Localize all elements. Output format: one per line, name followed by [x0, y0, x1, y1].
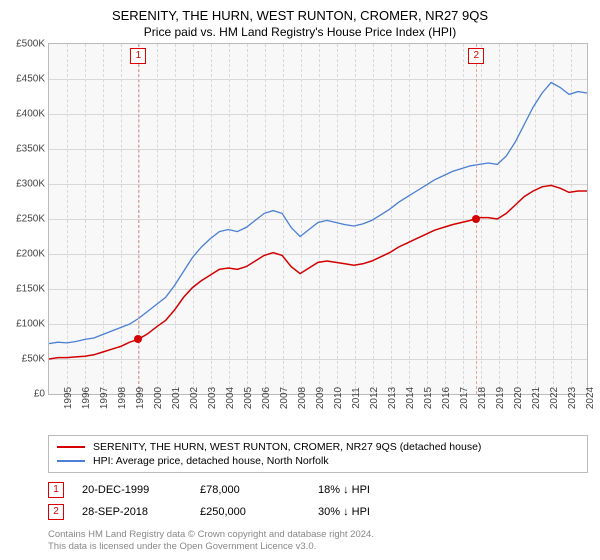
- sale-date: 20-DEC-1999: [82, 484, 182, 496]
- legend-row: SERENITY, THE HURN, WEST RUNTON, CROMER,…: [57, 440, 579, 454]
- footer-line-2: This data is licensed under the Open Gov…: [48, 541, 588, 553]
- y-axis-label: £50K: [22, 354, 45, 365]
- legend-row: HPI: Average price, detached house, Nort…: [57, 454, 579, 468]
- sale-price: £250,000: [200, 506, 300, 518]
- y-axis-label: £0: [34, 389, 45, 400]
- sale-dot: [472, 215, 480, 223]
- sale-price: £78,000: [200, 484, 300, 496]
- legend-swatch: [57, 446, 85, 448]
- sale-hpi-diff: 18% ↓ HPI: [318, 484, 418, 496]
- sale-row: 2 28-SEP-2018 £250,000 30% ↓ HPI: [48, 501, 588, 523]
- chart-subtitle: Price paid vs. HM Land Registry's House …: [0, 23, 600, 43]
- chart-title: SERENITY, THE HURN, WEST RUNTON, CROMER,…: [0, 0, 600, 23]
- sale-marker-box: 1: [130, 48, 146, 64]
- sale-row: 1 20-DEC-1999 £78,000 18% ↓ HPI: [48, 479, 588, 501]
- series-line: [49, 185, 587, 359]
- sale-marker-box: 2: [468, 48, 484, 64]
- x-axis-label: 2025: [589, 387, 600, 409]
- legend-label: HPI: Average price, detached house, Nort…: [93, 455, 329, 467]
- sale-date: 28-SEP-2018: [82, 506, 182, 518]
- chart-lines: [49, 44, 587, 394]
- y-axis-label: £500K: [16, 39, 45, 50]
- y-axis-label: £300K: [16, 179, 45, 190]
- legend-swatch: [57, 460, 85, 462]
- y-axis-label: £200K: [16, 249, 45, 260]
- footer-line-1: Contains HM Land Registry data © Crown c…: [48, 529, 588, 541]
- y-axis-label: £350K: [16, 144, 45, 155]
- sales-table: 1 20-DEC-1999 £78,000 18% ↓ HPI 2 28-SEP-2018…: [48, 479, 588, 523]
- footer-attribution: Contains HM Land Registry data © Crown c…: [48, 529, 588, 554]
- legend-label: SERENITY, THE HURN, WEST RUNTON, CROMER,…: [93, 441, 481, 453]
- chart-plot-area: 12 £0£50K£100K£150K£200K£250K£300K£350K£…: [48, 43, 588, 395]
- y-axis-label: £100K: [16, 319, 45, 330]
- chart-legend: SERENITY, THE HURN, WEST RUNTON, CROMER,…: [48, 435, 588, 473]
- sale-row-marker: 1: [48, 482, 64, 498]
- y-axis-label: £250K: [16, 214, 45, 225]
- sale-hpi-diff: 30% ↓ HPI: [318, 506, 418, 518]
- y-axis-label: £450K: [16, 74, 45, 85]
- sale-dot: [134, 335, 142, 343]
- y-axis-label: £400K: [16, 109, 45, 120]
- y-axis-label: £150K: [16, 284, 45, 295]
- sale-row-marker: 2: [48, 504, 64, 520]
